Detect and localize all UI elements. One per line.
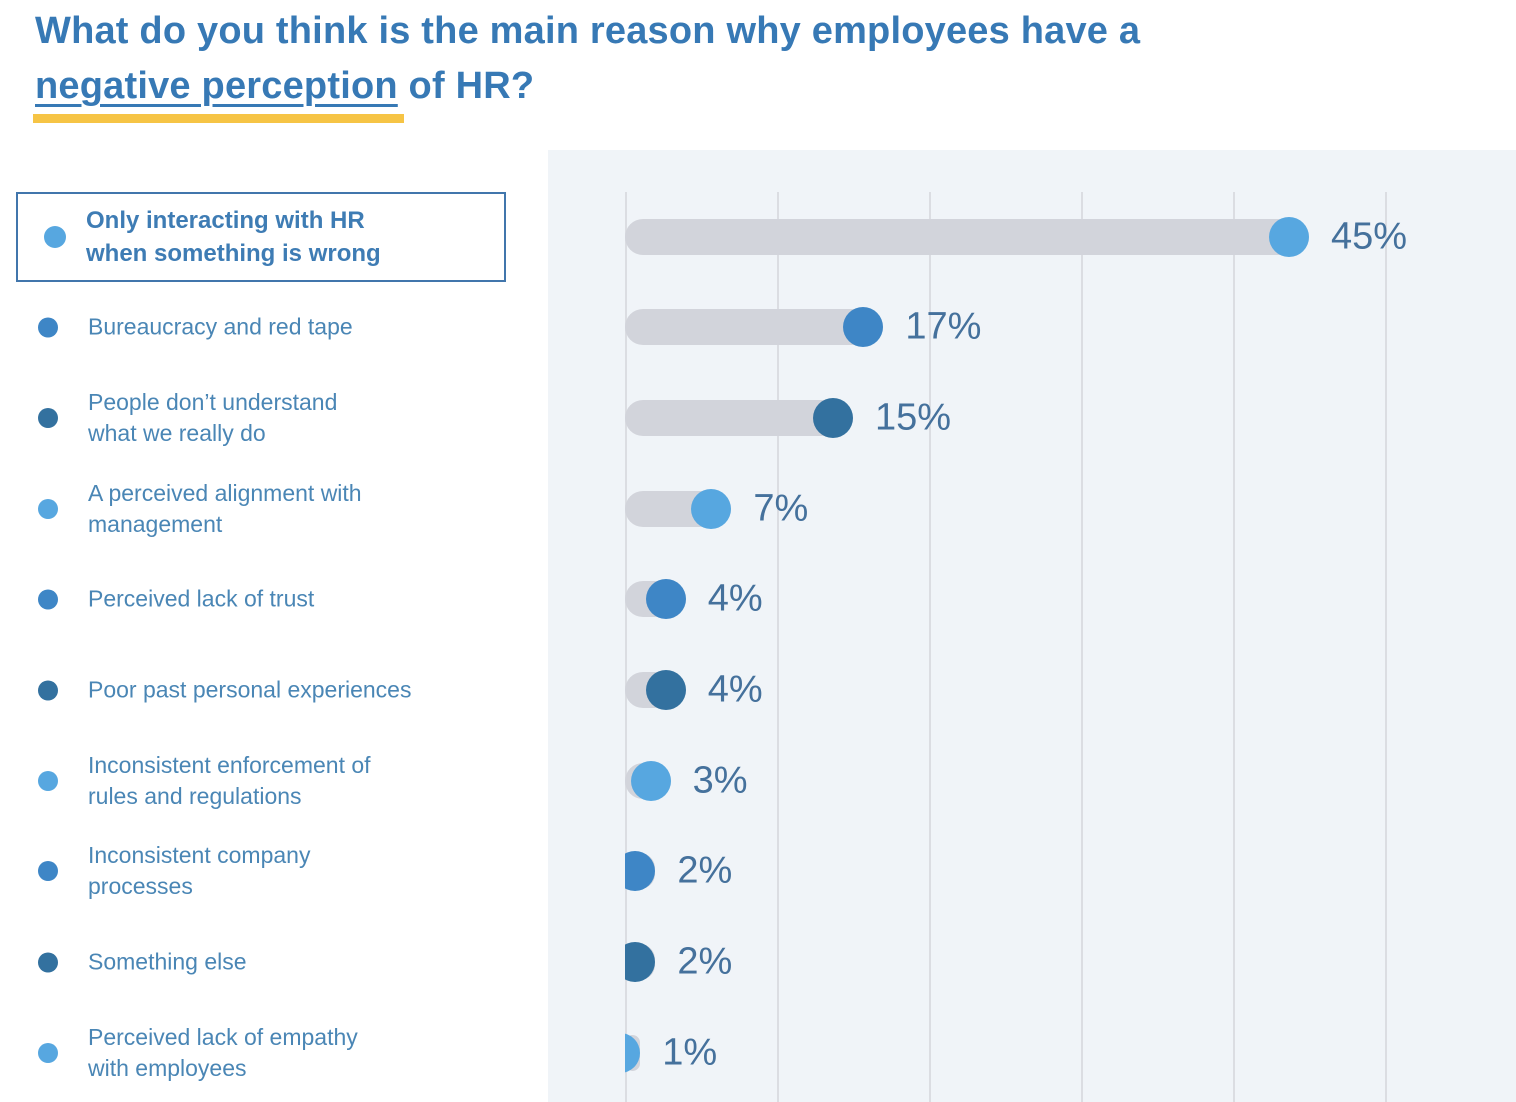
legend-bullet-icon [38,407,58,428]
bar-end-dot [843,307,884,348]
legend-item: A perceived alignment with management [38,478,362,540]
gridline [777,192,779,1102]
legend-item-label: Only interacting with HR when something … [86,206,381,267]
legend-item-label: Inconsistent enforcement of rules and re… [88,751,371,809]
legend-bullet-icon [38,589,58,610]
legend-item: Inconsistent enforcement of rules and re… [38,750,371,812]
bar-row: 4% [625,645,1516,736]
bar-row: 15% [625,372,1516,463]
bar-value-label: 2% [677,849,733,892]
bar-value-label: 45% [1331,215,1408,257]
bar-end-dot [645,579,686,620]
bar-row: 2% [625,826,1516,917]
gridline [1081,192,1083,1102]
legend-item: Something else [38,947,247,978]
gridline [1385,192,1387,1102]
bar-value-label: 15% [875,396,952,439]
bar-end-dot [691,488,732,529]
bar-track [625,309,884,346]
legend-item: Perceived lack of empathy with employees [38,1022,358,1084]
gridline [1233,192,1235,1102]
legend-item: Poor past personal experiences [38,675,411,706]
bar-end-dot [813,397,853,438]
bar-row: 1% [625,1007,1516,1098]
legend-item-label: People don’t understand what we really d… [88,388,338,446]
legend-bullet-icon [38,861,58,882]
chart-title: What do you think is the main reason why… [33,4,1435,123]
gridline [625,192,627,1102]
bar-value-label: 17% [905,305,982,348]
legend-bullet-icon [38,317,58,338]
bar-end-dot [630,760,671,801]
legend-item-label: Poor past personal experiences [88,676,412,703]
legend-item: Inconsistent company processes [38,840,310,902]
legend-item-label: Something else [88,948,247,975]
bar-value-label: 7% [753,487,809,530]
legend-item-label: Bureaucracy and red tape [88,313,353,340]
legend-bullet-icon [44,225,66,248]
bar-row: 2% [625,917,1516,1008]
legend-item-label: Perceived lack of trust [88,585,315,612]
legend-item: Bureaucracy and red tape [38,312,353,343]
legend-bullet-icon [38,498,58,519]
bar-end-dot [645,670,686,710]
legend-bullet-icon [38,1042,58,1063]
chart-title-line2-rest: of HR? [397,65,535,107]
bar-end-dot [625,1032,641,1073]
bar-value-label: 3% [692,759,748,802]
bar-row: 4% [625,554,1516,645]
legend-bullet-icon [38,952,58,973]
bar-value-label: 1% [662,1031,718,1074]
legend-bullet-icon [38,680,58,700]
bar-row: 7% [625,463,1516,554]
chart-title-line1: What do you think is the main reason why… [35,10,1141,52]
legend-item-highlighted: Only interacting with HR when something … [16,191,506,282]
legend-item-label: Inconsistent company processes [88,842,311,900]
bar-end-dot [1269,216,1309,257]
legend-item: Perceived lack of trust [38,584,314,615]
bar-row: 17% [625,282,1516,373]
chart-title-highlighted-phrase: negative perception [33,59,404,123]
gridline [929,192,931,1102]
bar-value-label: 4% [707,577,763,620]
chart-plot-area: 45% 17% 15% 7% 4% 4% 3% 2% 2% 1% [548,150,1516,1102]
legend-item: People don’t understand what we really d… [38,387,337,449]
bar-row: 45% [625,191,1516,282]
bar-row: 3% [625,735,1516,826]
bar-value-label: 4% [707,668,763,711]
bar-value-label: 2% [677,940,733,983]
legend-bullet-icon [38,770,58,791]
legend-item-label: A perceived alignment with management [88,479,362,537]
legend-item-label: Perceived lack of empathy with employees [88,1023,358,1081]
bar-track [625,218,1309,255]
